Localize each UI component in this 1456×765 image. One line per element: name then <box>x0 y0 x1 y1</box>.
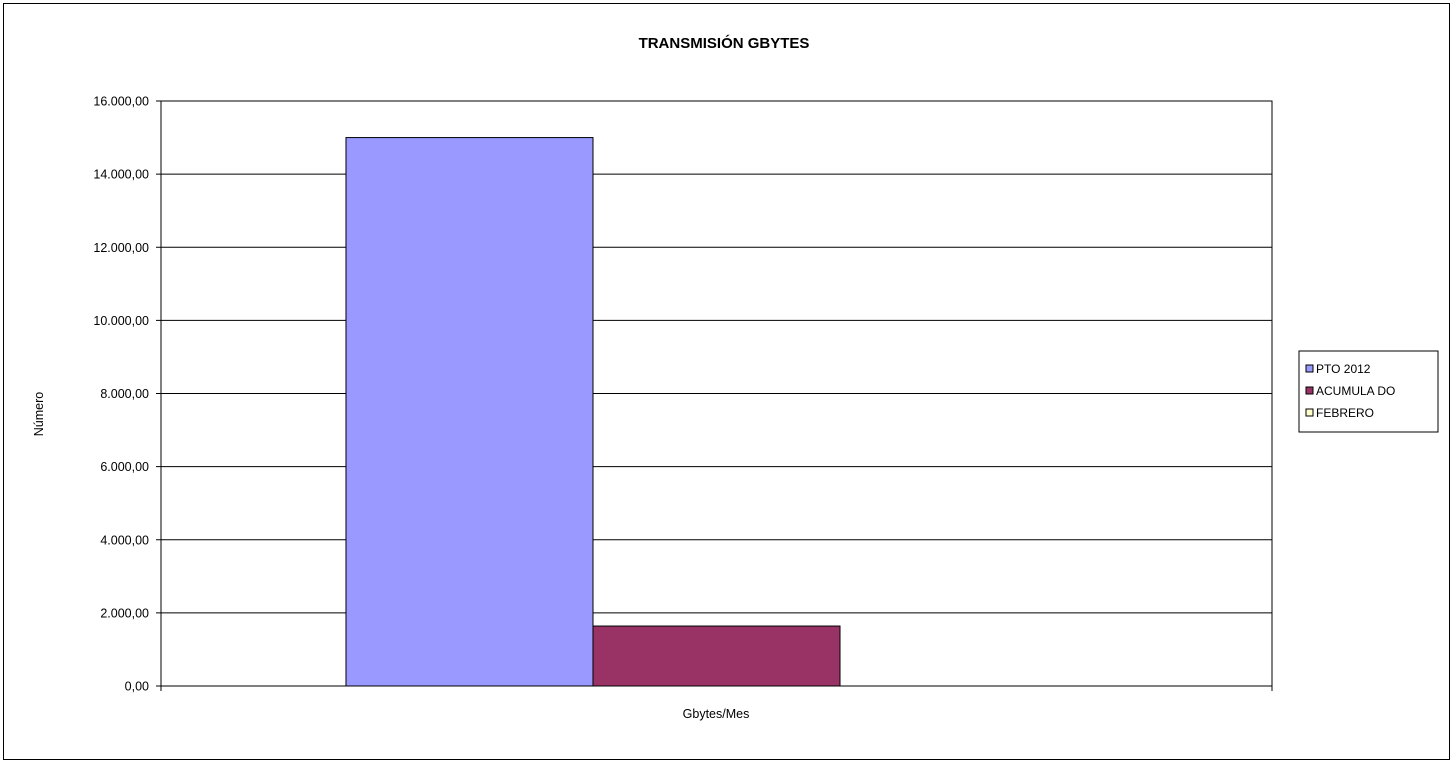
y-tick-label: 10.000,00 <box>93 314 149 328</box>
x-axis-label: Gbytes/Mes <box>683 707 750 721</box>
y-tick-label: 4.000,00 <box>100 533 149 547</box>
y-tick-label: 16.000,00 <box>93 95 149 109</box>
bars <box>345 137 841 687</box>
legend-box <box>1298 350 1439 433</box>
y-tick-label: 2.000,00 <box>100 606 149 620</box>
y-axis-label: Número <box>32 392 46 437</box>
legend-swatch <box>1305 386 1314 395</box>
legend-label: ACUMULA DO <box>1316 384 1395 398</box>
legend-label: PTO 2012 <box>1316 362 1371 376</box>
y-tick-label: 12.000,00 <box>93 241 149 255</box>
y-axis: 0,00 2.000,00 4.000,00 6.000,00 8.000,00 10.0… <box>93 95 1273 694</box>
y-tick-label: 6.000,00 <box>100 460 149 474</box>
y-tick-label: 8.000,00 <box>100 387 149 401</box>
y-tick-label: 14.000,00 <box>93 168 149 182</box>
chart-title: TRANSMISIÓN GBYTES <box>639 34 810 52</box>
gridlines <box>161 100 1272 687</box>
bar-acumula-do <box>592 625 841 687</box>
legend-swatch <box>1305 408 1314 417</box>
legend: PTO 2012 ACUMULA DO FEBRERO <box>1298 350 1439 433</box>
bar-pto-2012 <box>345 137 594 687</box>
legend-label: FEBRERO <box>1316 406 1374 420</box>
legend-swatch <box>1305 364 1314 373</box>
y-tick-label: 0,00 <box>125 680 149 694</box>
